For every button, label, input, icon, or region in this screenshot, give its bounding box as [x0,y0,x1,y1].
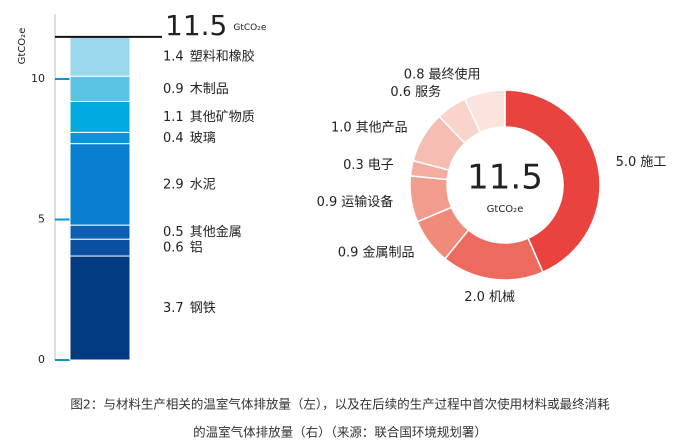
segment-name: 塑料和橡胶 [190,48,255,64]
slice-label: 2.0 机械 [464,289,515,304]
segment-label: 0.5 其他金属 [163,224,242,240]
y-tick-label: 10 [31,72,45,85]
segment-value: 0.4 [163,131,184,146]
bar-segment [69,255,131,361]
slice-label: 1.0 其他产品 [331,120,408,135]
total-unit: GtCO₂e [233,22,266,32]
segment-label: 0.9 木制品 [163,81,229,96]
slice-name: 运输设备 [341,193,393,209]
segment-label: 1.4 塑料和橡胶 [163,48,255,64]
segment-name: 其他金属 [190,224,242,240]
donut-slice [463,89,506,134]
y-axis-label: GtCO₂e [17,28,28,65]
total-value: 11.5 [165,9,227,42]
segment-value: 2.9 [163,177,184,192]
slice-value: 0.8 [404,67,425,82]
donut-unit: GtCO₂e [487,204,524,215]
bar-segment [69,143,131,226]
segment-label: 3.7 钢铁 [163,301,216,316]
segment-name: 木制品 [190,81,229,96]
slice-value: 5.0 [616,155,637,170]
slice-name: 金属制品 [362,244,414,260]
slice-label: 0.8 最终使用 [404,66,481,82]
slice-label: 5.0 施工 [616,155,667,170]
slice-label: 0.9 金属制品 [338,244,415,260]
segment-name: 钢铁 [190,301,216,316]
slice-value: 1.0 [331,120,352,135]
y-tick-label: 0 [38,353,45,366]
slice-name: 施工 [640,155,666,170]
caption-line: 图2：与材料生产相关的温室气体排放量（左），以及在后续的生产过程中首次使用材料或… [70,397,610,412]
slice-name: 其他产品 [356,120,408,135]
segment-value: 1.4 [163,49,184,64]
slice-value: 0.9 [338,245,359,260]
segment-name: 水泥 [190,177,216,192]
donut-slice [504,89,601,274]
slice-value: 0.6 [390,84,411,99]
bar-segment [69,75,131,102]
segment-name: 其他矿物质 [190,109,255,124]
segment-label: 2.9 水泥 [163,177,216,192]
slice-value: 0.3 [343,158,364,173]
segment-value: 0.9 [163,81,184,96]
slice-value: 0.9 [317,194,338,209]
slice-label: 0.3 电子 [343,158,394,173]
segment-label: 0.4 玻璃 [163,131,216,146]
slice-label: 0.9 运输设备 [317,193,394,209]
slice-name: 机械 [489,289,515,304]
bar-segment [69,36,131,77]
segment-value: 0.6 [163,240,184,255]
total-label: 11.5 GtCO₂e [165,9,267,42]
segment-label: 0.6 铝 [163,240,203,255]
slice-name: 最终使用 [428,66,480,82]
bar-segment [69,100,131,133]
slice-name: 电子 [368,158,394,173]
bar-segment [69,224,131,240]
segment-label: 1.1 其他矿物质 [163,109,255,124]
segment-value: 3.7 [163,301,184,316]
segment-value: 1.1 [163,109,184,124]
segment-name: 玻璃 [190,131,216,146]
bar-segment [69,238,131,257]
slice-label: 0.6 服务 [390,83,441,99]
donut-total: 11.5 [467,158,543,198]
slice-value: 2.0 [464,289,485,304]
segment-name: 铝 [190,240,203,255]
caption-line: 的温室气体排放量（右）（来源：联合国环境规划署） [193,425,487,440]
bar-segment [69,131,131,145]
slice-name: 服务 [415,83,441,99]
segment-value: 0.5 [163,225,184,240]
y-tick-label: 5 [38,213,45,226]
